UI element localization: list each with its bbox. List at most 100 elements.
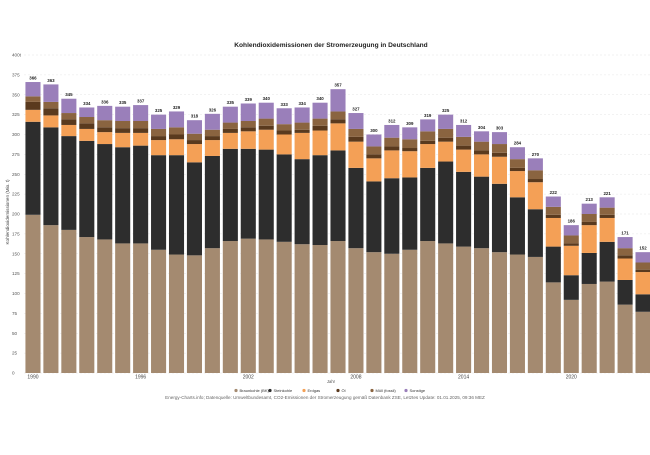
bar-segment-steinkohle[interactable] xyxy=(635,294,650,312)
bar-segment-erdgas[interactable] xyxy=(545,217,561,247)
bar-segment-braunkohle[interactable] xyxy=(222,241,238,373)
bar-segment-braunkohle[interactable] xyxy=(420,241,436,373)
bar-segment-öl[interactable] xyxy=(402,148,418,152)
bar-segment-braunkohle[interactable] xyxy=(151,249,167,373)
bar-segment-steinkohle[interactable] xyxy=(151,155,167,250)
bar-segment-braunkohle[interactable] xyxy=(97,239,113,373)
bar-segment-sonstige[interactable] xyxy=(222,106,238,123)
bar-segment-öl[interactable] xyxy=(617,255,633,259)
bar-segment-sonstige[interactable] xyxy=(61,98,77,114)
bar-segment-müll-fossil[interactable] xyxy=(79,117,95,124)
bar-segment-sonstige[interactable] xyxy=(276,108,292,125)
bar-segment-erdgas[interactable] xyxy=(509,171,525,198)
bar-segment-steinkohle[interactable] xyxy=(240,148,256,239)
bar-segment-öl[interactable] xyxy=(563,243,579,246)
bar-segment-steinkohle[interactable] xyxy=(115,147,131,244)
bar-segment-sonstige[interactable] xyxy=(456,124,472,137)
bar-segment-steinkohle[interactable] xyxy=(617,279,633,305)
bar-segment-braunkohle[interactable] xyxy=(186,255,202,373)
bar-segment-müll-fossil[interactable] xyxy=(258,118,274,126)
bar-segment-öl[interactable] xyxy=(151,136,167,141)
bar-segment-sonstige[interactable] xyxy=(186,120,202,134)
bar-segment-müll-fossil[interactable] xyxy=(186,133,202,141)
bar-segment-öl[interactable] xyxy=(240,127,256,132)
bar-segment-steinkohle[interactable] xyxy=(348,167,364,249)
bar-segment-erdgas[interactable] xyxy=(186,144,202,163)
bar-segment-müll-fossil[interactable] xyxy=(276,124,292,131)
bar-segment-müll-fossil[interactable] xyxy=(330,111,346,120)
bar-segment-erdgas[interactable] xyxy=(312,130,328,156)
bar-segment-steinkohle[interactable] xyxy=(384,178,400,254)
bar-segment-erdgas[interactable] xyxy=(617,258,633,280)
bar-segment-sonstige[interactable] xyxy=(474,131,490,142)
bar-segment-braunkohle[interactable] xyxy=(294,244,310,373)
bar-segment-müll-fossil[interactable] xyxy=(133,120,149,129)
bar-segment-öl[interactable] xyxy=(276,130,292,135)
bar-segment-sonstige[interactable] xyxy=(563,225,579,236)
bar-segment-braunkohle[interactable] xyxy=(617,304,633,373)
bar-segment-sonstige[interactable] xyxy=(438,114,454,129)
bar-segment-müll-fossil[interactable] xyxy=(491,144,508,153)
bar-segment-öl[interactable] xyxy=(509,167,525,172)
bar-segment-müll-fossil[interactable] xyxy=(240,120,256,128)
bar-segment-müll-fossil[interactable] xyxy=(438,128,454,138)
bar-segment-müll-fossil[interactable] xyxy=(384,137,400,147)
bar-segment-erdgas[interactable] xyxy=(348,141,364,168)
bar-segment-sonstige[interactable] xyxy=(312,102,328,119)
bar-segment-sonstige[interactable] xyxy=(294,107,310,123)
bar-segment-steinkohle[interactable] xyxy=(509,197,525,255)
legend-item[interactable]: Braunkohle (BK) xyxy=(234,388,270,393)
bar-segment-steinkohle[interactable] xyxy=(43,127,59,226)
bar-segment-braunkohle[interactable] xyxy=(563,299,579,373)
bar-segment-steinkohle[interactable] xyxy=(258,149,274,240)
bar-segment-braunkohle[interactable] xyxy=(330,241,346,373)
bar-segment-müll-fossil[interactable] xyxy=(474,141,490,151)
bar-segment-erdgas[interactable] xyxy=(599,217,615,242)
bar-segment-erdgas[interactable] xyxy=(456,149,472,172)
bar-segment-müll-fossil[interactable] xyxy=(635,262,650,270)
legend-item[interactable]: Müll (fossil) xyxy=(370,388,396,393)
bar-segment-braunkohle[interactable] xyxy=(599,281,615,373)
bar-segment-erdgas[interactable] xyxy=(276,134,292,155)
bar-segment-steinkohle[interactable] xyxy=(168,155,185,255)
legend-item[interactable]: Sonstige xyxy=(404,388,426,393)
bar-segment-braunkohle[interactable] xyxy=(635,311,650,373)
bar-segment-erdgas[interactable] xyxy=(366,158,382,182)
bar-segment-erdgas[interactable] xyxy=(43,115,59,128)
bar-segment-müll-fossil[interactable] xyxy=(366,146,382,155)
bar-segment-steinkohle[interactable] xyxy=(527,209,543,257)
bar-segment-müll-fossil[interactable] xyxy=(312,118,328,126)
bar-segment-sonstige[interactable] xyxy=(204,113,220,130)
bar-segment-steinkohle[interactable] xyxy=(312,155,328,246)
bar-segment-öl[interactable] xyxy=(366,154,382,159)
bar-segment-erdgas[interactable] xyxy=(527,182,543,210)
bar-segment-müll-fossil[interactable] xyxy=(545,206,561,215)
bar-segment-erdgas[interactable] xyxy=(97,132,113,145)
bar-segment-öl[interactable] xyxy=(204,136,220,141)
bar-segment-braunkohle[interactable] xyxy=(491,252,508,373)
bar-segment-braunkohle[interactable] xyxy=(402,249,418,373)
bar-segment-müll-fossil[interactable] xyxy=(563,235,579,244)
bar-segment-erdgas[interactable] xyxy=(25,109,41,122)
bar-segment-müll-fossil[interactable] xyxy=(222,122,238,129)
bar-segment-öl[interactable] xyxy=(186,140,202,145)
bar-segment-sonstige[interactable] xyxy=(79,107,95,118)
bar-segment-steinkohle[interactable] xyxy=(366,181,382,253)
bar-segment-sonstige[interactable] xyxy=(509,147,525,160)
bar-segment-steinkohle[interactable] xyxy=(186,162,202,256)
bar-segment-braunkohle[interactable] xyxy=(474,248,490,373)
bar-segment-braunkohle[interactable] xyxy=(276,241,292,373)
bar-segment-öl[interactable] xyxy=(294,129,310,133)
legend-item[interactable]: Erdgas xyxy=(302,388,320,393)
bar-segment-sonstige[interactable] xyxy=(240,103,256,121)
bar-segment-öl[interactable] xyxy=(222,128,238,133)
bar-segment-braunkohle[interactable] xyxy=(168,254,185,373)
bar-segment-erdgas[interactable] xyxy=(294,132,310,160)
bar-segment-sonstige[interactable] xyxy=(43,84,59,102)
bar-segment-sonstige[interactable] xyxy=(599,197,615,208)
bar-segment-müll-fossil[interactable] xyxy=(25,96,41,102)
bar-segment-müll-fossil[interactable] xyxy=(599,207,615,215)
bar-segment-steinkohle[interactable] xyxy=(420,167,436,242)
bar-segment-steinkohle[interactable] xyxy=(294,159,310,245)
bar-segment-öl[interactable] xyxy=(420,140,436,145)
